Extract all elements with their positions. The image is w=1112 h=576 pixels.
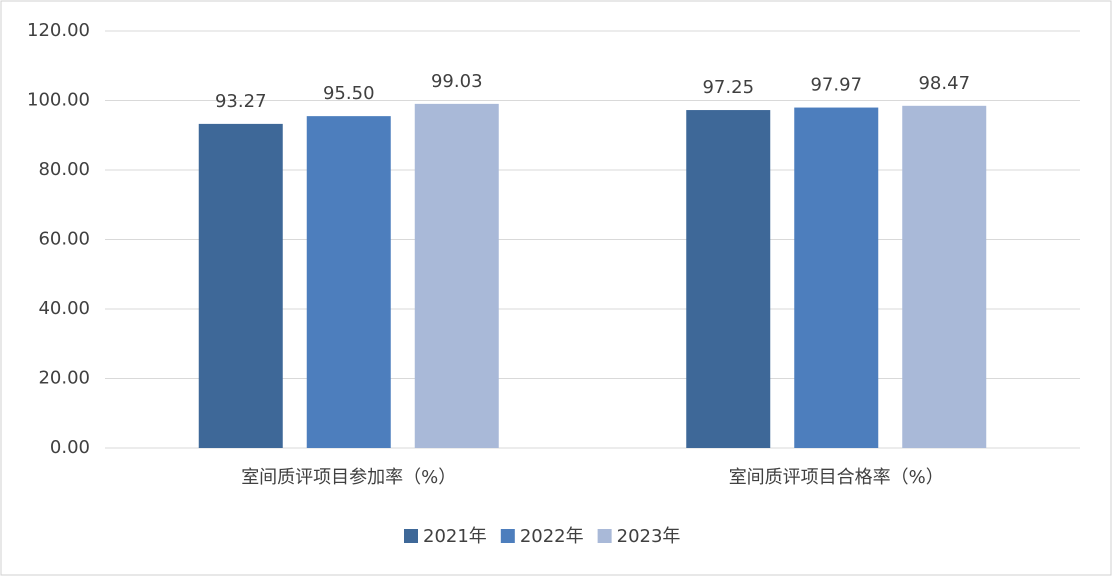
data-label: 95.50 xyxy=(323,83,375,104)
legend-label: 2022年 xyxy=(520,526,584,547)
legend-label: 2021年 xyxy=(423,526,487,547)
legend-swatch xyxy=(404,529,418,543)
bar xyxy=(198,123,283,448)
data-label: 97.97 xyxy=(810,75,862,96)
data-label: 97.25 xyxy=(702,77,754,98)
data-label: 99.03 xyxy=(431,71,483,92)
data-label: 98.47 xyxy=(918,73,970,94)
bar xyxy=(794,107,879,448)
x-tick-label: 室间质评项目合格率（%） xyxy=(729,467,944,488)
legend-label: 2023年 xyxy=(617,526,681,547)
y-tick-label: 60.00 xyxy=(38,229,90,250)
legend-swatch xyxy=(597,529,612,543)
bar xyxy=(306,116,391,448)
y-tick-label: 120.00 xyxy=(27,20,90,41)
bar xyxy=(414,103,499,448)
bar xyxy=(686,110,771,449)
y-tick-label: 100.00 xyxy=(27,90,90,111)
y-tick-label: 20.00 xyxy=(38,368,90,389)
y-tick-label: 80.00 xyxy=(38,159,90,180)
y-tick-label: 0.00 xyxy=(50,437,90,458)
y-tick-label: 40.00 xyxy=(38,298,90,319)
data-label: 93.27 xyxy=(215,91,267,112)
x-tick-label: 室间质评项目参加率（%） xyxy=(241,467,456,488)
legend-swatch xyxy=(500,529,515,543)
bar xyxy=(902,105,987,449)
